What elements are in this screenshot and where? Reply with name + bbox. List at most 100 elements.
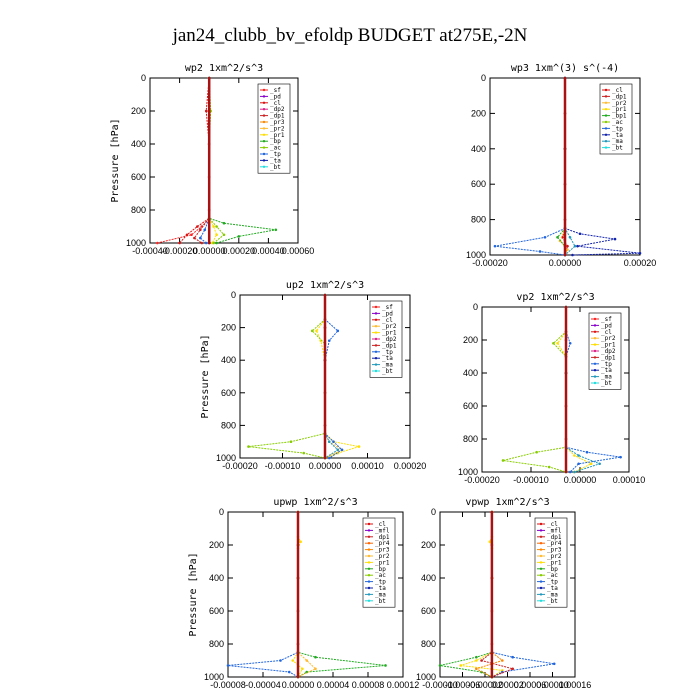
legend-label: _pr1 xyxy=(601,342,616,349)
series-point-dp1 xyxy=(193,236,196,240)
series-point-ta xyxy=(638,251,642,255)
series-point-ma xyxy=(327,440,331,444)
legend-label: _tp xyxy=(547,579,558,586)
legend-marker xyxy=(593,369,597,372)
legend-marker xyxy=(593,337,597,340)
series-point-dp1 xyxy=(247,445,250,448)
panel-title: wp3 1xm^(3) s^(-4) xyxy=(511,63,619,74)
series-point-bt xyxy=(490,609,494,613)
panel-title: upwp 1xm^2/s^3 xyxy=(273,497,357,508)
legend-marker xyxy=(374,325,378,328)
legend-marker xyxy=(262,127,266,130)
legend-marker xyxy=(367,561,371,564)
series-point-cl xyxy=(566,244,569,248)
y-axis-label: Pressure [hPa] xyxy=(188,552,199,636)
legend-marker xyxy=(262,95,266,98)
x-tick-label: 0.00000 xyxy=(564,475,597,485)
series-point-pr1 xyxy=(573,454,576,457)
series-point-tp xyxy=(340,448,344,452)
legend-label: _dp1 xyxy=(270,113,285,120)
legend-label: _ac xyxy=(547,572,558,579)
series-point-tp xyxy=(199,236,202,240)
legend-marker xyxy=(604,95,608,98)
y-tick-label: 0 xyxy=(473,302,478,312)
panels-group: wp2 1xm^2/s^302004006008001000-0.00040-0… xyxy=(110,63,656,690)
series-point-tp xyxy=(568,470,572,474)
y-tick-label: 0 xyxy=(141,73,146,83)
legend-marker xyxy=(262,114,266,117)
y-tick-label: 400 xyxy=(131,139,146,149)
legend-marker xyxy=(604,140,608,143)
series-point-tp xyxy=(577,462,580,466)
series-point-bt xyxy=(207,175,211,179)
x-tick-label: 0.00010 xyxy=(536,680,569,690)
legend-label: _ta xyxy=(601,367,612,374)
y-tick-label: 0 xyxy=(231,290,236,300)
series-point-pr1 xyxy=(315,329,318,333)
series-point-bt xyxy=(564,404,568,408)
x-tick-label: -0.00040 xyxy=(132,246,168,256)
legend-label: _ta xyxy=(612,132,623,139)
series-point-bt xyxy=(323,326,327,329)
series-point-bt xyxy=(490,510,494,514)
legend-label: _sf xyxy=(382,304,393,311)
panel-3: up2 1xm^2/s^3 0 200 400 600 800 1000-0.00020 -0… xyxy=(200,280,426,471)
x-tick-label: 0.00020 xyxy=(624,258,657,268)
legend-marker xyxy=(374,357,378,360)
legend-marker xyxy=(604,114,608,117)
figure-title: jan24_clubb_bv_efoldp BUDGET at275E,-2N xyxy=(172,25,528,46)
series-point-dp1 xyxy=(552,342,555,345)
legend-label: _bp xyxy=(375,566,386,573)
x-tick-label: -0.00004 xyxy=(245,680,281,690)
series-point-dp1 xyxy=(535,450,538,454)
legend-marker xyxy=(262,88,266,92)
y-tick-label: 0 xyxy=(431,507,436,517)
series-point-bp xyxy=(237,235,241,238)
legend-label: _pd xyxy=(270,93,281,100)
x-tick-label: -0.00020 xyxy=(464,475,500,485)
series-point-dp1 xyxy=(199,228,202,232)
legend-marker xyxy=(539,554,543,558)
x-tick-label: 0.00000 xyxy=(309,461,342,471)
legend-label: _ma xyxy=(375,591,386,598)
legend-label: _pr2 xyxy=(270,125,285,132)
legend-marker xyxy=(262,140,266,143)
legend-marker xyxy=(593,375,597,378)
legend-marker xyxy=(367,586,371,590)
series-point-sf xyxy=(156,241,159,245)
series-point-bt xyxy=(490,576,494,580)
legend-label: _dp2 xyxy=(601,348,616,355)
x-tick-label: 0.00000 xyxy=(282,680,315,690)
series-point-tp xyxy=(493,244,497,248)
legend-marker xyxy=(539,574,543,577)
panel-title: vp2 1xm^2/s^3 xyxy=(516,292,594,303)
legend-marker xyxy=(593,343,597,346)
legend-marker xyxy=(367,529,371,532)
legend-marker xyxy=(593,356,597,359)
legend-label: _tp xyxy=(601,361,612,368)
legend-marker xyxy=(367,593,371,596)
series-point-cl xyxy=(196,225,199,228)
series-point-pr1 xyxy=(488,540,492,543)
series-point-bt xyxy=(323,358,327,362)
series-point-tp xyxy=(511,655,514,659)
y-tick-label: 800 xyxy=(209,639,224,649)
series-point-bt xyxy=(207,109,211,113)
legend-marker xyxy=(367,535,371,538)
legend-label: _pr4 xyxy=(375,540,390,547)
series-point-tp xyxy=(332,440,335,444)
legend-label: _ma xyxy=(601,374,612,381)
y-tick-label: 1000 xyxy=(458,467,478,477)
series-point-dp1 xyxy=(480,659,483,662)
series-point-pr1 xyxy=(291,659,295,662)
x-tick-label: 0.00000 xyxy=(549,258,582,268)
series-point-bt xyxy=(207,241,211,245)
legend-label: _ma xyxy=(382,362,393,369)
y-tick-label: 800 xyxy=(131,205,146,215)
series-point-tp xyxy=(538,250,542,253)
legend-marker xyxy=(604,101,608,105)
legend-marker xyxy=(593,324,597,327)
series-point-cl xyxy=(204,109,208,113)
legend-label: _ac xyxy=(612,119,623,126)
legend-label: _pr3 xyxy=(547,547,562,554)
